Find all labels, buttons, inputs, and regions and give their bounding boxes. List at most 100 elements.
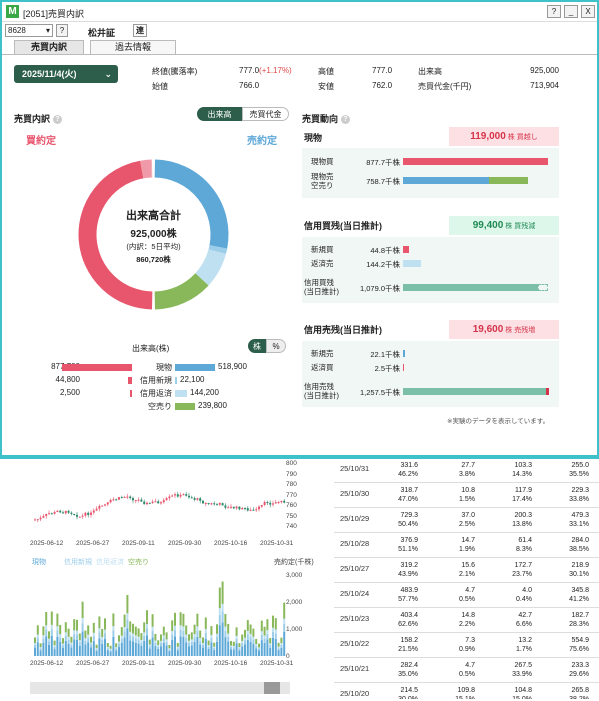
table-cell-pct: 6.6%	[492, 621, 532, 629]
volume-bar	[59, 634, 61, 637]
volume-bar	[188, 641, 190, 643]
price-candle	[56, 511, 58, 512]
legend-sell-value: 239,800	[198, 401, 227, 410]
table-date: 25/10/27	[340, 564, 369, 573]
volume-bar	[250, 637, 252, 642]
price-candle	[199, 498, 201, 501]
volume-bar	[219, 615, 221, 625]
unit-toggle-pct[interactable]: %	[266, 339, 286, 353]
table-cell-pct: 35.0%	[378, 671, 418, 679]
volume-bar	[132, 641, 134, 656]
link-button[interactable]: 連	[133, 24, 147, 37]
table-row[interactable]: 25/10/20214.530.0%109.815.1%104.815.0%26…	[334, 683, 599, 699]
table-cell-pct: 2.1%	[435, 571, 475, 579]
tab-history[interactable]: 過去情報	[90, 40, 176, 54]
legend-buy-bar	[128, 377, 132, 384]
price-candle	[171, 495, 173, 496]
price-candle	[272, 503, 274, 504]
volume-bar	[182, 637, 184, 656]
volume-bar	[272, 628, 274, 632]
price-candle	[208, 503, 210, 504]
volume-bar	[280, 648, 282, 656]
volume-bar	[247, 634, 249, 639]
volume-bar	[185, 642, 187, 656]
stock-code-input[interactable]: 8628▾	[5, 24, 53, 37]
price-candle	[124, 497, 126, 498]
volume-bar	[70, 644, 72, 647]
volume-bar	[236, 636, 238, 639]
volume-bar	[132, 633, 134, 636]
date-select[interactable]: 2025/11/4(火)⌄	[14, 65, 118, 83]
volume-bar	[174, 613, 176, 626]
price-xlabel-label: 2025-06-12	[30, 540, 63, 547]
volume-bar	[115, 647, 117, 648]
table-cell-value: 104.8	[492, 687, 532, 695]
volume-bar	[56, 637, 58, 656]
volume-bar	[171, 640, 173, 656]
price-candle	[216, 504, 218, 505]
table-cell-value: 554.9	[549, 637, 589, 645]
vol-xlabel-label: 2025-06-27	[76, 660, 109, 667]
table-cell-value: 14.7	[435, 537, 475, 545]
volume-bar	[146, 635, 148, 656]
volume-bar	[157, 649, 159, 656]
toggle-value[interactable]: 売買代金	[242, 107, 289, 121]
vol-xlabel-label: 2025-06-12	[30, 660, 63, 667]
volume-bar	[79, 640, 81, 642]
margin-buy-badge-text: 買残減	[514, 223, 535, 230]
sell-label: 売約定	[247, 132, 277, 147]
volume-bar	[40, 643, 42, 647]
volume-bar	[87, 635, 89, 638]
scroll-thumb[interactable]	[264, 682, 280, 694]
price-candle	[168, 496, 170, 498]
help-icon[interactable]: ?	[53, 115, 62, 124]
volume-bar	[283, 603, 285, 619]
volume-bar	[129, 632, 131, 635]
volume-bar	[138, 637, 140, 640]
volume-bar	[163, 643, 165, 656]
price-candle	[40, 518, 42, 519]
volume-bar	[202, 648, 204, 656]
help-window-button[interactable]: ?	[547, 5, 561, 18]
volume-bar	[241, 641, 243, 643]
volume-bar	[98, 628, 100, 632]
volume-bar	[261, 631, 263, 635]
unit-toggle-shares[interactable]: 株	[248, 339, 266, 353]
donut-center-total: 925,000株	[76, 225, 231, 240]
spot-panel	[302, 148, 559, 198]
volume-bar	[191, 642, 193, 646]
spot-title: 現物	[304, 131, 322, 144]
volume-bar	[54, 647, 56, 649]
price-candle	[275, 502, 277, 503]
table-cell-pct: 43.9%	[378, 571, 418, 579]
spot-sell-bar	[403, 177, 489, 184]
help-icon[interactable]: ?	[341, 115, 350, 124]
volume-bar	[87, 638, 89, 643]
help-button[interactable]: ?	[56, 24, 68, 37]
close-button[interactable]: X	[581, 5, 595, 18]
tab-breakdown[interactable]: 売買内訳	[14, 40, 84, 54]
volume-bar	[112, 613, 114, 626]
volume-bar	[283, 632, 285, 656]
toggle-volume[interactable]: 出来高	[197, 107, 242, 121]
volume-bar	[70, 643, 72, 645]
volume-bar	[37, 642, 39, 656]
minimize-button[interactable]: _	[564, 5, 578, 18]
scroll-track[interactable]	[30, 682, 290, 694]
volume-bar	[264, 627, 266, 636]
price-candle	[157, 501, 159, 503]
volume-bar	[42, 638, 44, 642]
volume-bar	[182, 626, 184, 630]
volume-bar	[185, 635, 187, 638]
